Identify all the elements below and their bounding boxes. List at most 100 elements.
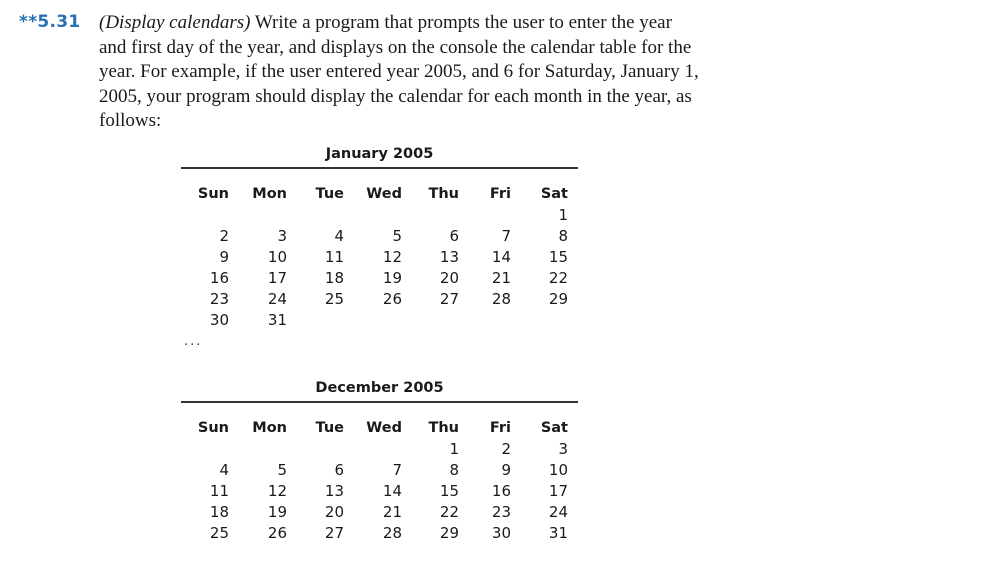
empty-cell: [229, 205, 287, 226]
date-cell: 16: [491, 482, 511, 500]
exercise-line-1: (Display calendars) Write a program that…: [99, 11, 759, 36]
date-cell: 8: [449, 461, 459, 479]
empty-cell: [344, 310, 402, 331]
date-cell: 23: [209, 290, 229, 308]
date-cell: 1: [449, 440, 459, 458]
date-cell: 20: [439, 269, 459, 287]
exercise-number: **5.31: [19, 12, 81, 32]
empty-cell: [181, 205, 229, 226]
day-header: Fri: [489, 420, 511, 436]
date-cell: 31: [548, 524, 568, 542]
day-header: Sun: [197, 420, 229, 436]
calendar-title: December 2005: [315, 380, 444, 396]
day-header: Sun: [197, 186, 229, 202]
calendar-divider: [181, 167, 578, 169]
calendar-january: January 2005 Sun Mon Tue Wed Thu Fri Sat 1 2 3 4 5 6…: [181, 144, 578, 331]
date-cell: 2: [501, 440, 511, 458]
exercise-line-2: and first day of the year, and displays …: [99, 36, 692, 58]
day-header: Sat: [540, 186, 568, 202]
date-cell: 19: [267, 503, 287, 521]
date-cell: 23: [491, 503, 511, 521]
date-cell: 21: [491, 269, 511, 287]
date-cell: 30: [209, 311, 229, 329]
calendar-title: January 2005: [325, 146, 434, 162]
date-cell: 29: [548, 290, 568, 308]
date-cell: 9: [501, 461, 511, 479]
empty-cell: [459, 310, 511, 331]
date-cell: 20: [324, 503, 344, 521]
date-cell: 4: [334, 227, 344, 245]
empty-cell: [287, 205, 344, 226]
day-header: Thu: [428, 186, 459, 202]
date-cell: 15: [548, 248, 568, 266]
day-header: Fri: [489, 186, 511, 202]
date-cell: 30: [491, 524, 511, 542]
day-header: Tue: [315, 186, 344, 202]
date-cell: 10: [548, 461, 568, 479]
calendar-december: December 2005 Sun Mon Tue Wed Thu Fri Sat 1 2 3 4 5…: [181, 378, 578, 544]
exercise-line-3: year. For example, if the user entered y…: [99, 61, 699, 82]
date-cell: 11: [324, 248, 344, 266]
date-cell: 17: [267, 269, 287, 287]
date-cell: 26: [382, 290, 402, 308]
date-cell: 22: [548, 269, 568, 287]
date-cell: 5: [392, 227, 402, 245]
date-cell: 19: [382, 269, 402, 287]
date-cell: 8: [558, 227, 568, 245]
date-cell: 3: [558, 440, 568, 458]
date-cell: 25: [324, 290, 344, 308]
date-cell: 28: [382, 524, 402, 542]
exercise-line-1-text: Write a program that prompts the user to…: [250, 12, 672, 33]
ellipsis: ...: [184, 334, 203, 349]
exercise-line-5: follows:: [99, 110, 162, 131]
date-cell: 7: [501, 227, 511, 245]
date-cell: 16: [209, 269, 229, 287]
date-cell: 27: [439, 290, 459, 308]
date-cell: 9: [219, 248, 229, 266]
date-cell: 15: [439, 482, 459, 500]
empty-cell: [511, 310, 568, 331]
date-cell: 13: [439, 248, 459, 266]
empty-cell: [229, 439, 287, 460]
empty-cell: [459, 205, 511, 226]
day-header: Sat: [540, 420, 568, 436]
date-cell: 4: [219, 461, 229, 479]
date-cell: 6: [334, 461, 344, 479]
date-cell: 22: [439, 503, 459, 521]
date-cell: 2: [219, 227, 229, 245]
date-cell: 24: [267, 290, 287, 308]
date-cell: 31: [267, 311, 287, 329]
empty-cell: [344, 205, 402, 226]
date-cell: 24: [548, 503, 568, 521]
date-cell: 13: [324, 482, 344, 500]
date-cell: 12: [382, 248, 402, 266]
date-cell: 3: [277, 227, 287, 245]
calendar-grid: Sun Mon Tue Wed Thu Fri Sat 1 2 3 4 5 6 7 8 9 10 11 12 13 14…: [181, 183, 578, 331]
exercise-line-4: 2005, your program should display the ca…: [99, 85, 692, 107]
date-cell: 5: [277, 461, 287, 479]
date-cell: 26: [267, 524, 287, 542]
exercise-title: (Display calendars): [99, 12, 251, 33]
day-header: Wed: [366, 186, 402, 202]
day-header: Wed: [366, 420, 402, 436]
calendar-divider: [181, 401, 578, 403]
date-cell: 11: [209, 482, 229, 500]
date-cell: 6: [449, 227, 459, 245]
empty-cell: [287, 310, 344, 331]
date-cell: 12: [267, 482, 287, 500]
day-header: Mon: [252, 186, 287, 202]
date-cell: 28: [491, 290, 511, 308]
empty-cell: [402, 205, 459, 226]
empty-cell: [402, 310, 459, 331]
date-cell: 7: [392, 461, 402, 479]
exercise-text: (Display calendars) Write a program that…: [99, 11, 759, 134]
date-cell: 29: [439, 524, 459, 542]
date-cell: 25: [209, 524, 229, 542]
date-cell: 14: [382, 482, 402, 500]
date-cell: 1: [558, 206, 568, 224]
date-cell: 18: [209, 503, 229, 521]
day-header: Tue: [315, 420, 344, 436]
date-cell: 27: [324, 524, 344, 542]
day-header: Mon: [252, 420, 287, 436]
calendar-grid: Sun Mon Tue Wed Thu Fri Sat 1 2 3 4 5 6 7 8 9 10 11 12 13 14…: [181, 417, 578, 544]
